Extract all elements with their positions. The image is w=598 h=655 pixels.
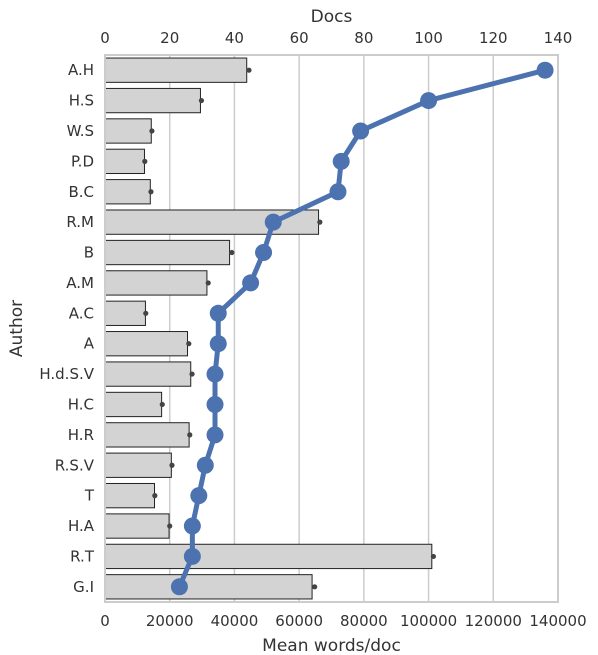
- line-point: [352, 122, 370, 140]
- line-point: [206, 365, 224, 383]
- x-axis-title-bottom: Mean words/doc: [262, 636, 401, 655]
- top-tick-label: 100: [414, 29, 443, 47]
- line-point: [209, 304, 227, 322]
- error-point: [148, 189, 154, 195]
- y-tick-label: G.I: [73, 578, 94, 596]
- line-point: [332, 152, 350, 170]
- error-point: [229, 249, 235, 256]
- line-point: [170, 578, 188, 596]
- bar: [104, 148, 145, 175]
- y-tick-label: H.R: [68, 426, 94, 444]
- line-point: [329, 183, 347, 201]
- y-tick-label: H.A: [68, 517, 95, 535]
- bottom-tick-label: 0: [100, 612, 110, 630]
- error-point: [312, 584, 318, 590]
- docs-line: [170, 61, 554, 596]
- y-tick-label: R.M: [66, 213, 94, 231]
- bar: [104, 513, 170, 539]
- top-tick-label: 80: [354, 29, 373, 47]
- line-point: [536, 61, 554, 79]
- bottom-tick-label: 80000: [340, 612, 388, 630]
- bar: [104, 57, 248, 83]
- line-point: [420, 92, 438, 110]
- bar: [104, 543, 433, 570]
- error-point: [159, 401, 165, 408]
- top-tick-label: 120: [479, 29, 508, 47]
- x-axis-title-top: Docs: [311, 7, 353, 27]
- top-tick-labels: 0 20 40 60 80 100 120 140: [100, 29, 572, 47]
- y-tick-label: H.C: [68, 395, 94, 413]
- line-point: [206, 426, 224, 444]
- bar: [104, 452, 172, 478]
- plot-frame: [104, 54, 559, 603]
- bar: [104, 361, 192, 387]
- line-point: [183, 547, 201, 565]
- y-tick-label: H.S: [69, 92, 94, 110]
- bar: [104, 87, 201, 114]
- y-tick-labels: A.H H.S W.S P.D B.C R.M B A.M A.C A H.d.S.V H.C H.R R…: [39, 61, 94, 596]
- bottom-tick-label: 60000: [275, 612, 323, 630]
- y-tick-label: A: [84, 335, 95, 353]
- y-tick-label: B: [84, 244, 94, 262]
- error-point: [198, 97, 205, 104]
- y-tick-label: P.D: [71, 152, 94, 170]
- line-point: [196, 456, 214, 474]
- bar: [104, 574, 313, 600]
- error-point: [149, 128, 155, 134]
- line-point: [209, 335, 227, 353]
- error-point: [317, 219, 323, 225]
- error-point: [143, 310, 149, 316]
- bar: [104, 239, 231, 266]
- error-point: [142, 158, 148, 164]
- bar: [104, 179, 151, 205]
- y-axis-title: Author: [7, 300, 27, 357]
- y-tick-label: R.S.V: [55, 456, 95, 474]
- error-point: [186, 341, 192, 347]
- grid-lines: [104, 55, 559, 602]
- error-point: [205, 280, 211, 286]
- error-point: [167, 523, 173, 529]
- bottom-tick-label: 40000: [211, 612, 259, 630]
- line-point: [190, 487, 208, 505]
- error-point: [187, 432, 193, 438]
- error-point: [152, 493, 158, 499]
- line-point: [255, 244, 273, 262]
- y-tick-label: W.S: [67, 122, 94, 140]
- y-tick-label: A.C: [69, 304, 94, 322]
- error-point: [246, 67, 252, 73]
- y-tick-label: R.T: [70, 547, 95, 565]
- top-tick-label: 20: [160, 29, 179, 47]
- bar: [104, 482, 156, 509]
- bottom-tick-label: 20000: [146, 612, 194, 630]
- y-tick-label: H.d.S.V: [39, 365, 94, 383]
- bottom-tick-labels: 0 20000 40000 60000 80000 100000 120000 140000: [100, 612, 586, 630]
- bar: [104, 422, 190, 448]
- y-tick-label: A.H: [68, 61, 94, 79]
- bar: [104, 391, 163, 418]
- top-tick-label: 40: [225, 29, 244, 47]
- top-tick-label: 60: [290, 29, 309, 47]
- bar: [104, 300, 146, 326]
- error-point: [169, 462, 175, 468]
- bars: [104, 57, 433, 600]
- bottom-tick-label: 100000: [400, 612, 457, 630]
- top-tick-label: 0: [100, 29, 110, 47]
- error-point: [189, 371, 195, 377]
- line-point: [183, 517, 201, 535]
- bar: [104, 118, 152, 144]
- y-tick-label: B.C: [68, 183, 94, 201]
- y-tick-label: T: [84, 487, 95, 505]
- line-point: [206, 395, 224, 413]
- bar: [104, 331, 189, 357]
- y-tick-label: A.M: [66, 274, 94, 292]
- top-tick-label: 140: [544, 29, 573, 47]
- bar: [104, 270, 208, 296]
- line-point: [264, 213, 282, 231]
- error-point: [430, 553, 437, 560]
- line-point: [242, 274, 260, 292]
- bottom-tick-label: 140000: [529, 612, 586, 630]
- bottom-tick-label: 120000: [465, 612, 522, 630]
- error-points: [142, 67, 437, 590]
